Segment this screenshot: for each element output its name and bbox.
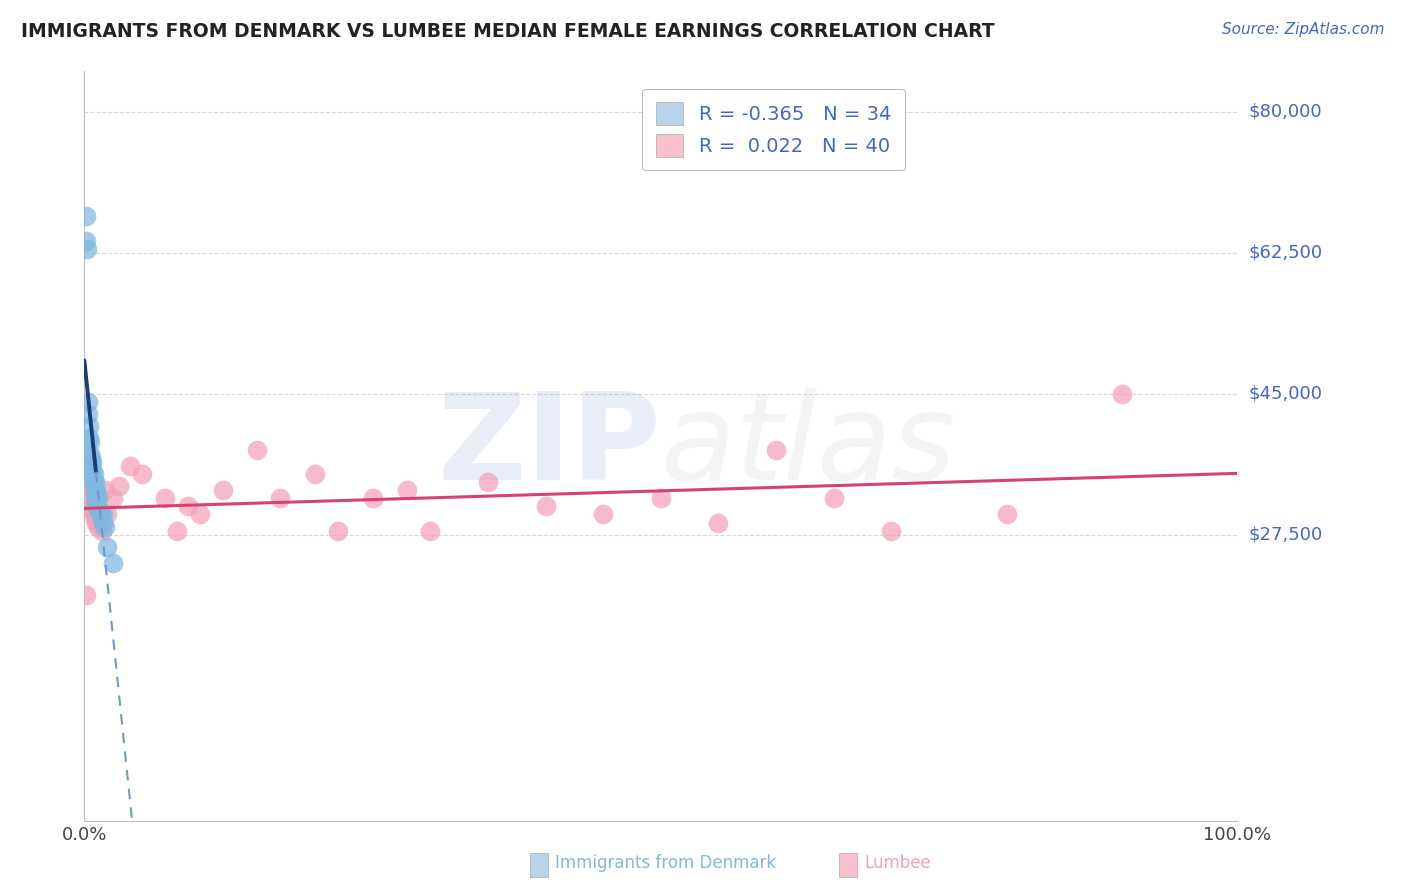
- Point: [80, 451, 103, 466]
- Point: [83, 511, 105, 525]
- Point: [76, 394, 98, 409]
- Point: [83, 479, 105, 493]
- Text: Lumbee: Lumbee: [865, 855, 931, 872]
- Point: [650, 491, 672, 506]
- Text: $80,000: $80,000: [1249, 103, 1322, 120]
- Point: [83, 475, 105, 490]
- Point: [89, 503, 111, 517]
- Point: [84, 483, 107, 498]
- Point: [82, 455, 104, 469]
- Text: Immigrants from Denmark: Immigrants from Denmark: [555, 855, 776, 872]
- Point: [82, 503, 104, 517]
- Text: atlas: atlas: [661, 387, 956, 505]
- Point: [83, 475, 105, 490]
- Point: [76, 242, 98, 256]
- Point: [84, 516, 107, 530]
- Point: [91, 508, 114, 522]
- Point: [84, 491, 107, 506]
- Point: [86, 500, 108, 514]
- Text: IMMIGRANTS FROM DENMARK VS LUMBEE MEDIAN FEMALE EARNINGS CORRELATION CHART: IMMIGRANTS FROM DENMARK VS LUMBEE MEDIAN…: [21, 22, 994, 41]
- Point: [153, 491, 176, 506]
- Point: [84, 495, 107, 509]
- Point: [166, 524, 188, 538]
- Point: [592, 508, 614, 522]
- Point: [83, 508, 105, 522]
- Point: [880, 524, 903, 538]
- Point: [396, 483, 419, 498]
- Point: [80, 459, 103, 474]
- Point: [91, 516, 114, 530]
- Point: [94, 519, 117, 533]
- Point: [823, 491, 845, 506]
- Text: Source: ZipAtlas.com: Source: ZipAtlas.com: [1222, 22, 1385, 37]
- Point: [79, 491, 101, 506]
- Legend: R = -0.365   N = 34, R =  0.022   N = 40: R = -0.365 N = 34, R = 0.022 N = 40: [643, 88, 904, 170]
- Point: [75, 588, 97, 602]
- Point: [326, 524, 349, 538]
- Point: [90, 511, 112, 525]
- Point: [177, 500, 200, 514]
- Point: [211, 483, 233, 498]
- Point: [79, 434, 101, 449]
- Point: [77, 418, 100, 433]
- Point: [534, 500, 557, 514]
- Point: [87, 491, 110, 506]
- Point: [131, 467, 153, 482]
- Point: [103, 556, 124, 570]
- Point: [90, 524, 112, 538]
- Text: ZIP: ZIP: [437, 387, 661, 505]
- Text: $27,500: $27,500: [1249, 525, 1323, 543]
- Point: [188, 508, 211, 522]
- Point: [82, 471, 104, 485]
- Point: [76, 475, 98, 490]
- Point: [83, 483, 105, 498]
- Point: [75, 210, 97, 224]
- Point: [477, 475, 499, 490]
- Point: [77, 483, 100, 498]
- Point: [80, 500, 103, 514]
- Point: [76, 491, 98, 506]
- Point: [120, 459, 142, 474]
- Point: [246, 443, 269, 458]
- Point: [765, 443, 787, 458]
- Point: [1111, 386, 1133, 401]
- Point: [94, 483, 117, 498]
- Point: [361, 491, 384, 506]
- Point: [87, 519, 110, 533]
- Point: [83, 467, 105, 482]
- Point: [304, 467, 326, 482]
- Text: $45,000: $45,000: [1249, 384, 1323, 402]
- Point: [995, 508, 1018, 522]
- Point: [108, 479, 131, 493]
- Point: [79, 447, 101, 461]
- Point: [419, 524, 441, 538]
- Point: [96, 508, 118, 522]
- Point: [707, 516, 730, 530]
- Text: $62,500: $62,500: [1249, 244, 1323, 261]
- Point: [87, 503, 110, 517]
- Point: [82, 463, 104, 477]
- Point: [89, 508, 111, 522]
- Point: [76, 407, 98, 421]
- Point: [269, 491, 291, 506]
- Point: [83, 487, 105, 501]
- Point: [96, 540, 118, 554]
- Point: [75, 234, 97, 248]
- Point: [77, 431, 100, 445]
- Point: [103, 491, 124, 506]
